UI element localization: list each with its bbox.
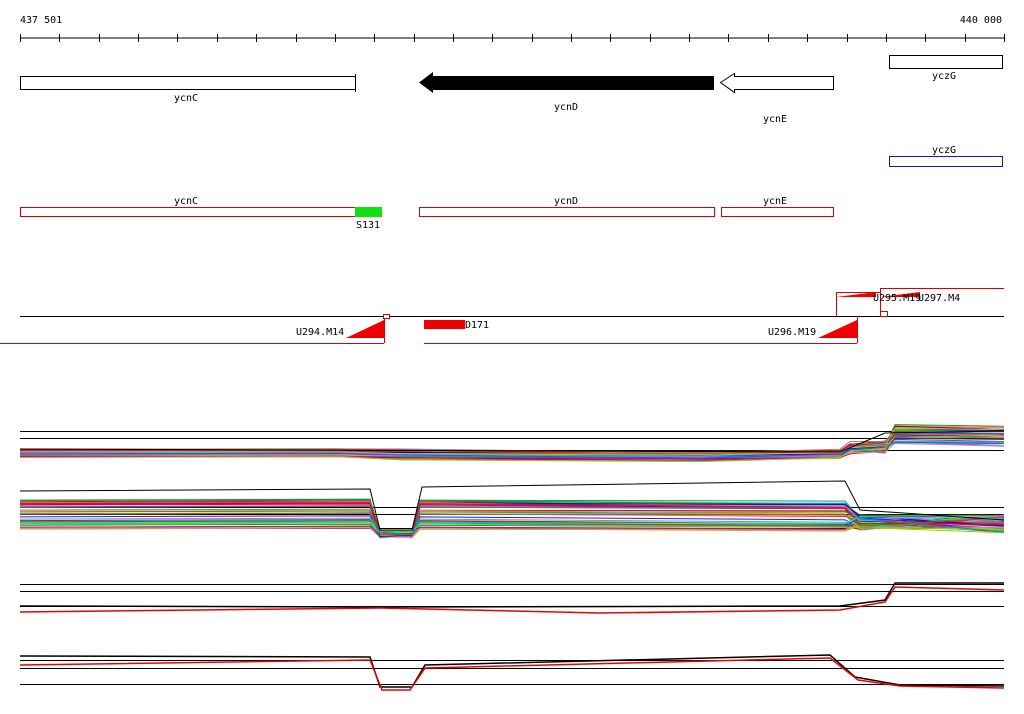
feature-box xyxy=(419,207,715,217)
profile-line xyxy=(19,510,1005,536)
profile-line xyxy=(19,480,1005,531)
ruler-end: 440 000 xyxy=(960,15,1002,26)
transcript-end xyxy=(383,314,390,319)
gene-arrow xyxy=(719,72,834,94)
profile-line xyxy=(19,433,1005,454)
gene-arrow xyxy=(419,72,714,93)
transcript-label: U295.M19 xyxy=(873,293,921,304)
transcript-start xyxy=(818,320,857,338)
gene-box xyxy=(20,76,356,90)
gene-label: ycnE xyxy=(763,196,787,207)
transcript-start xyxy=(836,292,876,297)
site-box xyxy=(355,207,382,217)
profile-line xyxy=(19,435,1005,463)
profile-line xyxy=(19,502,1005,534)
profile-line xyxy=(19,430,1005,453)
transcript-start xyxy=(346,320,384,338)
gene-box xyxy=(889,156,1003,167)
ruler-start: 437 501 xyxy=(20,15,62,26)
gene-label: ycnD xyxy=(554,102,578,113)
transcript-label: D171 xyxy=(465,320,489,331)
gene-label: ycnC xyxy=(174,93,198,104)
transcript-label: U297.M4 xyxy=(918,293,960,304)
site-label: S131 xyxy=(356,220,380,231)
transcript-label: U296.M19 xyxy=(768,327,816,338)
expression-profiles xyxy=(19,424,1005,691)
transcript-label: U294.M14 xyxy=(296,327,344,338)
feature-box xyxy=(20,207,356,217)
gene-label: ycnC xyxy=(174,196,198,207)
ruler-ticks xyxy=(20,34,1005,42)
transcript-end xyxy=(880,311,888,317)
gene-label: yczG xyxy=(932,145,956,156)
profile-line xyxy=(19,428,1005,455)
gene-label: yczG xyxy=(932,71,956,82)
profile-line xyxy=(19,442,1005,458)
gene-label: ycnE xyxy=(763,114,787,125)
site-box xyxy=(424,320,465,329)
gene-box xyxy=(889,55,1003,69)
profile-line xyxy=(19,586,1005,614)
transcript-start xyxy=(880,292,920,297)
gene-label: ycnD xyxy=(554,196,578,207)
profile-line xyxy=(19,582,1004,608)
profile-line xyxy=(19,657,1005,691)
profile-line xyxy=(19,441,1005,459)
feature-box xyxy=(721,207,834,217)
profile-line xyxy=(19,654,1005,688)
